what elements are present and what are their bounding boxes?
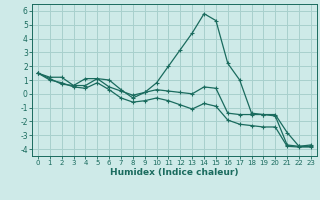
X-axis label: Humidex (Indice chaleur): Humidex (Indice chaleur) bbox=[110, 168, 239, 177]
